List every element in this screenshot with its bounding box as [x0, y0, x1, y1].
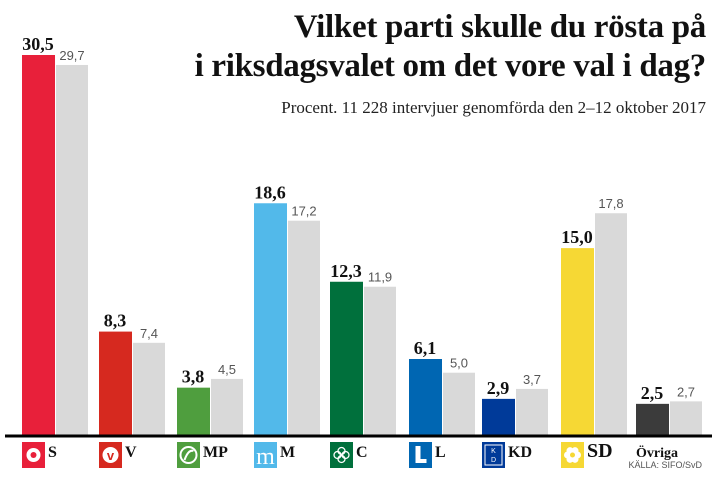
party-group-7: 15,0 17,8 SD: [561, 196, 627, 468]
data-label-previous: 4,5: [218, 362, 236, 377]
party-group-4: 12,3 11,9 C: [330, 261, 396, 468]
v-icon: v: [99, 442, 122, 468]
svg-text:m: m: [256, 444, 275, 470]
data-label-current: 2,9: [487, 378, 510, 398]
category-label: KD: [508, 444, 532, 461]
bar-previous: [211, 378, 243, 435]
svg-text:K: K: [491, 448, 496, 455]
bar-previous: [516, 388, 548, 435]
bar-previous: [364, 286, 396, 435]
data-label-previous: 11,9: [368, 270, 392, 285]
data-label-current: 6,1: [414, 338, 437, 358]
data-label-current: 12,3: [330, 261, 362, 281]
data-label-current: 15,0: [561, 227, 593, 247]
chart-title-line-1: Vilket parti skulle du rösta på: [293, 9, 706, 45]
party-group-6: 2,9 3,7KD KD: [482, 372, 548, 468]
bar-previous: [670, 401, 702, 435]
bar-previous: [133, 342, 165, 435]
bar-previous: [443, 372, 475, 435]
category-label: S: [48, 444, 57, 461]
l-icon: [409, 442, 432, 468]
data-label-previous: 5,0: [450, 356, 468, 371]
kd-icon: KD: [482, 442, 505, 468]
bar-previous: [595, 213, 627, 435]
category-label: L: [435, 444, 446, 461]
category-label: V: [125, 444, 137, 461]
bar-previous: [288, 220, 320, 435]
svg-text:D: D: [491, 457, 496, 464]
data-label-previous: 7,4: [140, 326, 158, 341]
data-label-previous: 17,8: [598, 196, 623, 211]
data-label-previous: 17,2: [291, 204, 316, 219]
bar-current: [482, 398, 515, 435]
bar-current: [409, 359, 442, 435]
data-label-previous: 3,7: [523, 372, 541, 387]
bar-current: [636, 403, 669, 435]
category-label: Övriga: [636, 444, 678, 461]
party-group-2: 3,8 4,5 MP: [177, 362, 243, 468]
source-note: KÄLLA: SIFO/SvD: [628, 460, 702, 470]
chart-title-line-2: i riksdagsvalet om det vore val i dag?: [194, 48, 707, 84]
m-icon: m: [254, 442, 277, 470]
svg-text:v: v: [107, 448, 115, 463]
category-label: M: [280, 444, 295, 461]
data-label-previous: 29,7: [59, 48, 84, 63]
clover-icon: [330, 442, 353, 468]
bar-current: [177, 387, 210, 435]
bar-current: [561, 248, 594, 435]
bar-current: [330, 281, 363, 435]
chart-title: Vilket parti skulle du rösta på i riksda…: [194, 8, 707, 86]
category-label: SD: [587, 440, 613, 462]
category-label: C: [356, 444, 368, 461]
data-label-current: 2,5: [641, 383, 664, 403]
party-group-8: 2,5 2,7 Övriga: [636, 383, 702, 461]
category-label: MP: [203, 444, 228, 461]
party-group-5: 6,1 5,0 L: [409, 338, 475, 468]
bar-current: [99, 331, 132, 435]
data-label-current: 18,6: [254, 182, 286, 202]
chart-subtitle: Procent. 11 228 intervjuer genomförda de…: [281, 98, 706, 117]
data-label-current: 30,5: [22, 34, 54, 54]
bar-current: [254, 203, 287, 435]
mp-leaf-icon: [177, 442, 200, 468]
party-group-0: 30,5 29,7 S: [22, 34, 88, 468]
party-group-1: 8,3 7,4 v V: [99, 311, 165, 468]
data-label-previous: 2,7: [677, 384, 695, 399]
bar-previous: [56, 64, 88, 435]
data-label-current: 8,3: [104, 311, 127, 331]
data-label-current: 3,8: [182, 367, 205, 387]
flower-icon: [561, 442, 584, 468]
bar-current: [22, 55, 55, 435]
party-group-3: 18,6 17,2 m M: [254, 182, 320, 470]
rose-icon: [22, 442, 45, 468]
